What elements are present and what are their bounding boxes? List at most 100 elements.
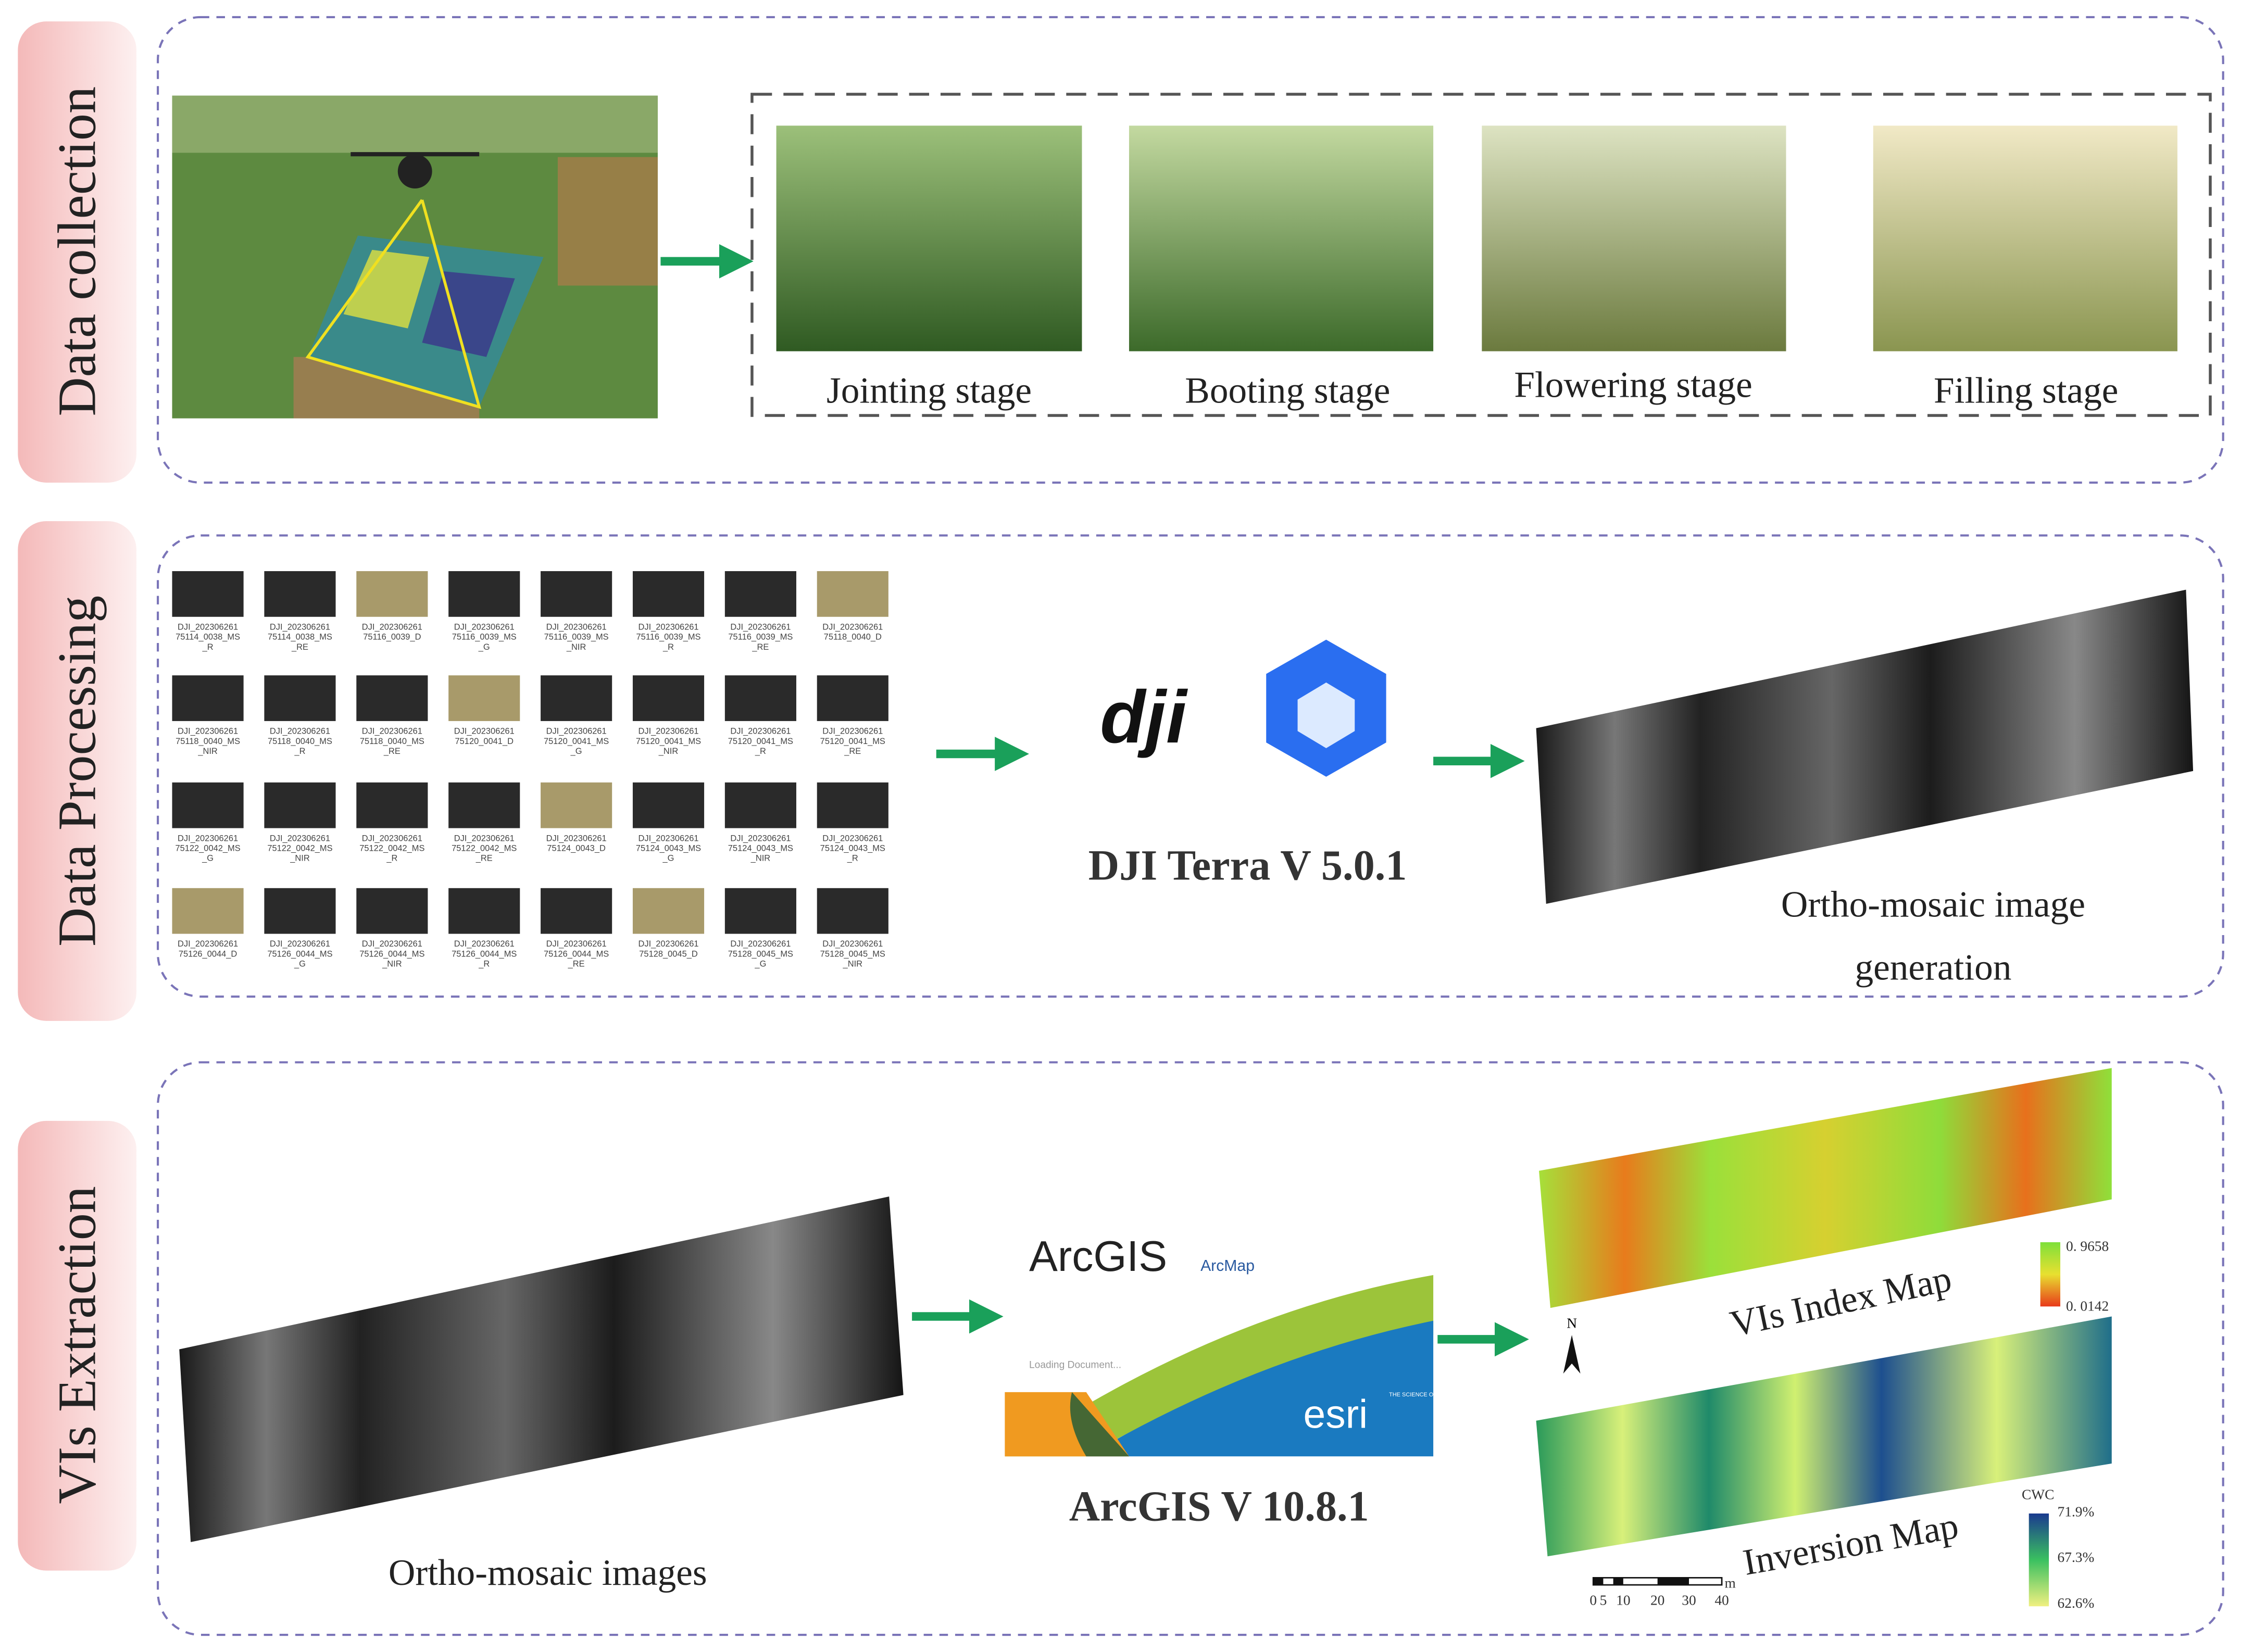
software-label: DJI Terra V 5.0.1 xyxy=(1088,841,1407,889)
file-name: DJI_202306261 75126_0044_D xyxy=(178,939,238,959)
arcmap-logo: ArcMap xyxy=(1200,1257,1255,1275)
thumbnail xyxy=(817,571,888,617)
ortho-image xyxy=(179,1196,904,1542)
file-name: DJI_202306261 75116_0039_D xyxy=(362,622,422,641)
section-extraction: VIs Extraction Ortho-mosaic images ArcGI… xyxy=(18,1061,2224,1636)
scale-unit: m xyxy=(1725,1575,1736,1591)
input-label: Ortho-mosaic images xyxy=(389,1552,707,1593)
thumbnail xyxy=(172,675,244,721)
scale-label: 20 xyxy=(1650,1592,1664,1608)
file-name: DJI_202306261 75116_0039_MS _NIR xyxy=(544,622,609,651)
stage-label: Flowering stage xyxy=(1514,364,1752,405)
legend-max: 0. 9658 xyxy=(2066,1238,2109,1254)
file-name: DJI_202306261 75120_0041_MS _R xyxy=(728,727,793,756)
thumbnail xyxy=(817,675,888,721)
file-name: DJI_202306261 75116_0039_MS _RE xyxy=(728,622,793,651)
section-label: Data collection xyxy=(46,86,107,417)
thumbnail xyxy=(264,571,336,617)
file-name: DJI_202306261 75124_0043_MS _R xyxy=(820,834,885,863)
thumbnail xyxy=(724,571,796,617)
stage-label: Jointing stage xyxy=(827,370,1032,411)
thumbnail xyxy=(356,675,428,721)
legend-label: 62.6% xyxy=(2058,1595,2095,1611)
scale-label: 30 xyxy=(1682,1592,1696,1608)
thumbnail xyxy=(448,571,520,617)
file-name: DJI_202306261 75128_0045_D xyxy=(638,939,698,959)
stage-label: Filling stage xyxy=(1934,370,2119,411)
file-name: DJI_202306261 75120_0041_D xyxy=(454,727,515,746)
thumbnail xyxy=(356,782,428,828)
thumbnail xyxy=(541,782,612,828)
legend-label: 67.3% xyxy=(2058,1549,2095,1565)
file-name: DJI_202306261 75124_0043_D xyxy=(546,834,607,853)
file-name: DJI_202306261 75122_0042_MS _RE xyxy=(452,834,517,863)
scale-label: 40 xyxy=(1714,1592,1729,1608)
thumbnail xyxy=(541,675,612,721)
thumbnail xyxy=(817,888,888,934)
file-name: DJI_202306261 75124_0043_MS _G xyxy=(636,834,701,863)
file-name: DJI_202306261 75122_0042_MS _G xyxy=(175,834,240,863)
output-label: Ortho-mosaic image xyxy=(1781,884,2085,925)
thumbnail xyxy=(264,888,336,934)
file-name: DJI_202306261 75124_0043_MS _NIR xyxy=(728,834,793,863)
ortho-image xyxy=(1536,589,2194,904)
file-name: DJI_202306261 75122_0042_MS _R xyxy=(359,834,424,863)
legend-title: CWC xyxy=(2022,1487,2054,1503)
file-name: DJI_202306261 75120_0041_MS _NIR xyxy=(636,727,701,756)
section-label: Data Processing xyxy=(46,596,107,947)
file-name: DJI_202306261 75118_0040_MS _R xyxy=(268,727,332,756)
esri-tagline: THE SCIENCE OF WHERE xyxy=(1389,1392,1460,1398)
thumbnail xyxy=(724,888,796,934)
file-name: DJI_202306261 75126_0044_MS _R xyxy=(452,939,517,968)
thumbnail xyxy=(356,571,428,617)
thumbnail xyxy=(172,888,244,934)
thumbnail xyxy=(632,675,705,721)
file-name: DJI_202306261 75126_0044_MS _G xyxy=(267,939,332,968)
file-name: DJI_202306261 75114_0038_MS _R xyxy=(176,622,240,651)
file-name: DJI_202306261 75118_0040_MS _NIR xyxy=(176,727,240,756)
thumbnail xyxy=(632,571,705,617)
scale-label: 5 xyxy=(1600,1592,1607,1608)
thumbnail xyxy=(632,888,705,934)
section-processing: Data Processing DJI_202306261 75114_0038_… xyxy=(18,521,2224,1021)
scale-label: 10 xyxy=(1616,1592,1630,1608)
file-name: DJI_202306261 75126_0044_MS _RE xyxy=(544,939,609,968)
thumbnail xyxy=(264,675,336,721)
file-name: DJI_202306261 75114_0038_MS _RE xyxy=(268,622,332,651)
thumbnail xyxy=(356,888,428,934)
scale-bar: m 0 5 10 20 30 40 xyxy=(1589,1575,1735,1608)
map-title: VIs Index Map xyxy=(1726,1258,1955,1345)
thumbnail xyxy=(541,571,612,617)
thumbnail xyxy=(817,782,888,828)
thumbnail xyxy=(448,782,520,828)
thumbnail xyxy=(172,782,244,828)
file-grid: DJI_202306261 75114_0038_MS _R DJI_20230626… xyxy=(172,571,888,969)
thumbnail xyxy=(448,675,520,721)
file-name: DJI_202306261 75128_0045_MS _G xyxy=(728,939,793,968)
scale-label: 0 xyxy=(1589,1592,1597,1608)
legend-label: 71.9% xyxy=(2058,1504,2095,1519)
file-name: DJI_202306261 75118_0040_MS _RE xyxy=(360,727,424,756)
output-label: generation xyxy=(1855,947,2012,988)
loading-text: Loading Document... xyxy=(1029,1359,1121,1370)
section-collection: Data collection Jointing stage Booting s… xyxy=(18,16,2224,484)
legend-min: 0. 0142 xyxy=(2066,1298,2109,1314)
north-label: N xyxy=(1567,1315,1577,1331)
file-name: DJI_202306261 75118_0040_D xyxy=(822,622,883,641)
file-name: DJI_202306261 75126_0044_MS _NIR xyxy=(359,939,424,968)
vi-index-map xyxy=(1539,1068,2112,1308)
file-name: DJI_202306261 75128_0045_MS _NIR xyxy=(820,939,885,968)
file-name: DJI_202306261 75122_0042_MS _NIR xyxy=(267,834,332,863)
esri-logo: esri xyxy=(1304,1392,1368,1436)
thumbnail xyxy=(724,675,796,721)
thumbnail xyxy=(541,888,612,934)
thumbnail xyxy=(448,888,520,934)
inversion-map xyxy=(1536,1316,2112,1557)
file-name: DJI_202306261 75116_0039_MS _R xyxy=(636,622,701,651)
section-label: VIs Extraction xyxy=(46,1186,107,1504)
file-name: DJI_202306261 75116_0039_MS _G xyxy=(452,622,517,651)
arcgis-logo: ArcGIS xyxy=(1029,1233,1167,1280)
file-name: DJI_202306261 75120_0041_MS _RE xyxy=(820,727,885,756)
thumbnail xyxy=(172,571,244,617)
